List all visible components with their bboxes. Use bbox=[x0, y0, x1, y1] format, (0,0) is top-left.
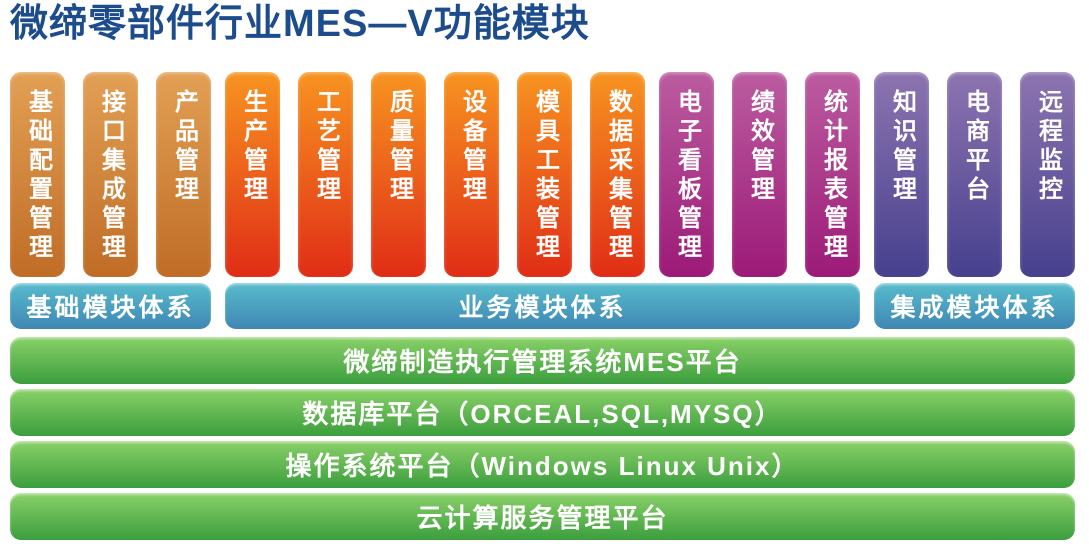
column-production-mgmt: 生产管理 bbox=[225, 72, 280, 277]
column-label: 质量管理 bbox=[385, 89, 413, 205]
column-process-mgmt: 工艺管理 bbox=[298, 72, 353, 277]
platform-mes-bar: 微缔制造执行管理系统MES平台 bbox=[10, 337, 1075, 384]
column-product-mgmt: 产品管理 bbox=[156, 72, 211, 277]
tier-label: 业务模块体系 bbox=[458, 294, 627, 322]
platform-database-bar: 数据库平台（ORCEAL,SQL,MYSQ） bbox=[10, 389, 1075, 436]
tier-label: 集成模块体系 bbox=[890, 294, 1059, 322]
column-statistical-report-mgmt: 统计报表管理 bbox=[805, 72, 860, 277]
column-equipment-mgmt: 设备管理 bbox=[444, 72, 499, 277]
column-mold-tooling-mgmt: 模具工装管理 bbox=[517, 72, 572, 277]
platform-cloud-bar: 云计算服务管理平台 bbox=[10, 493, 1075, 540]
column-label: 电商平台 bbox=[961, 89, 989, 205]
column-base-config-mgmt: 基础配置管理 bbox=[10, 72, 65, 277]
tier-business-module-system: 业务模块体系 bbox=[225, 283, 860, 329]
tier-base-module-system: 基础模块体系 bbox=[10, 283, 211, 329]
platform-bars-stack: 微缔制造执行管理系统MES平台 数据库平台（ORCEAL,SQL,MYSQ） 操… bbox=[10, 337, 1075, 540]
column-label: 电子看板管理 bbox=[673, 89, 701, 263]
column-label: 基础配置管理 bbox=[24, 89, 52, 263]
tier-label: 基础模块体系 bbox=[26, 294, 195, 322]
column-quality-mgmt: 质量管理 bbox=[371, 72, 426, 277]
column-label: 远程监控 bbox=[1034, 89, 1062, 205]
column-label: 知识管理 bbox=[888, 89, 916, 205]
diagram-title: 微缔零部件行业MES—V功能模块 bbox=[10, 3, 590, 45]
column-label: 绩效管理 bbox=[746, 89, 774, 205]
group-integration-modules: 知识管理 电商平台 远程监控 bbox=[874, 72, 1075, 277]
platform-label: 云计算服务管理平台 bbox=[416, 503, 669, 533]
tier-integration-module-system: 集成模块体系 bbox=[874, 283, 1075, 329]
group-business-analytics-modules: 电子看板管理 绩效管理 统计报表管理 bbox=[659, 72, 860, 277]
column-performance-mgmt: 绩效管理 bbox=[732, 72, 787, 277]
platform-label: 数据库平台（ORCEAL,SQL,MYSQ） bbox=[302, 399, 783, 429]
column-label: 生产管理 bbox=[239, 89, 267, 205]
column-label: 产品管理 bbox=[170, 89, 198, 205]
group-base-modules: 基础配置管理 接口集成管理 产品管理 bbox=[10, 72, 211, 277]
platform-label: 微缔制造执行管理系统MES平台 bbox=[343, 347, 742, 377]
column-label: 统计报表管理 bbox=[819, 89, 847, 263]
column-e-kanban-mgmt: 电子看板管理 bbox=[659, 72, 714, 277]
platform-os-bar: 操作系统平台（Windows Linux Unix） bbox=[10, 441, 1075, 488]
group-business-core-modules: 生产管理 工艺管理 质量管理 设备管理 模具工装管理 数据采集管理 bbox=[225, 72, 645, 277]
platform-label: 操作系统平台（Windows Linux Unix） bbox=[285, 451, 800, 481]
tier-bars-row: 基础模块体系 业务模块体系 集成模块体系 bbox=[10, 283, 1075, 329]
column-label: 工艺管理 bbox=[312, 89, 340, 205]
column-label: 设备管理 bbox=[458, 89, 486, 205]
column-interface-integration-mgmt: 接口集成管理 bbox=[83, 72, 138, 277]
column-ecommerce-platform: 电商平台 bbox=[947, 72, 1002, 277]
column-knowledge-mgmt: 知识管理 bbox=[874, 72, 929, 277]
column-remote-monitoring: 远程监控 bbox=[1020, 72, 1075, 277]
column-label: 接口集成管理 bbox=[97, 89, 125, 263]
module-columns-row: 基础配置管理 接口集成管理 产品管理 生产管理 工艺管理 质量管理 设备管理 模… bbox=[10, 72, 1075, 277]
column-label: 数据采集管理 bbox=[604, 89, 632, 263]
column-data-collection-mgmt: 数据采集管理 bbox=[590, 72, 645, 277]
column-label: 模具工装管理 bbox=[531, 89, 559, 263]
